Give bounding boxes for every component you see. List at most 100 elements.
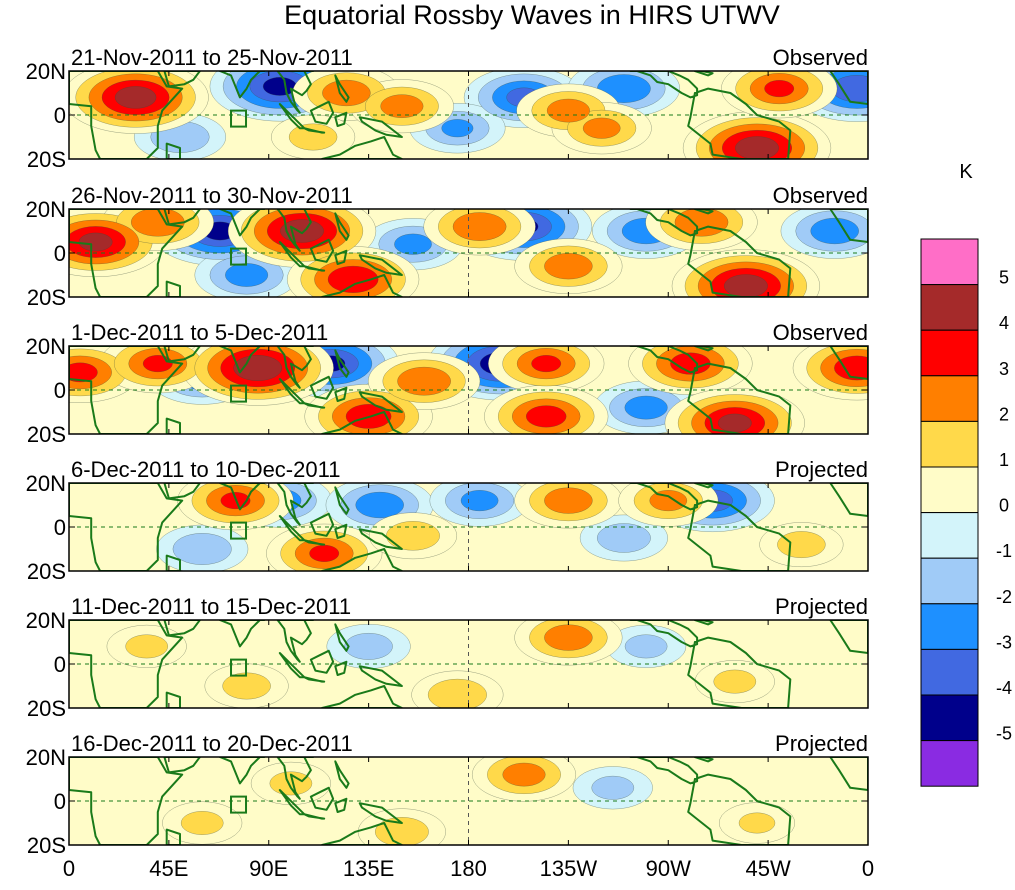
anomaly-contour xyxy=(69,362,98,383)
region-box xyxy=(230,658,248,677)
colorbar-box xyxy=(920,740,979,787)
anomaly-field xyxy=(69,346,868,434)
y-tick-label: 20S xyxy=(27,422,66,447)
anomaly-contour xyxy=(233,355,283,381)
x-tick-label: 45W xyxy=(746,856,791,881)
colorbar-box xyxy=(920,375,979,422)
panel-5: 20N 0 20S 11-Dec-2011 to 15-Dec-2011 Project… xyxy=(26,594,869,721)
colorbar-label: 2 xyxy=(999,404,1009,424)
panel-date-range: 11-Dec-2011 to 15-Dec-2011 xyxy=(71,594,351,619)
colorbar-label: 0 xyxy=(999,496,1009,516)
colorbar-box xyxy=(920,284,979,331)
colorbar-box xyxy=(920,238,979,286)
colorbar-label: 1 xyxy=(999,450,1009,470)
anomaly-contour xyxy=(735,136,779,159)
colorbar: 5 4 3 2 1 0 -1 -2 -3 -4 -5 K xyxy=(920,161,1012,787)
anomaly-contour xyxy=(834,355,868,381)
panel-date-range: 6-Dec-2011 to 10-Dec-2011 xyxy=(71,457,340,482)
colorbar-label: -1 xyxy=(996,541,1012,561)
x-tick-label: 0 xyxy=(63,856,75,881)
colorbar-box xyxy=(920,512,979,559)
coastline xyxy=(69,209,868,297)
panel-6: 20N 0 20S 16-Dec-2011 to 20-Dec-2011 Project… xyxy=(26,731,869,858)
panel-date-range: 26-Nov-2011 to 30-Nov-2011 xyxy=(71,183,353,208)
x-tick-label: 90W xyxy=(646,856,691,881)
anomaly-contour xyxy=(531,355,562,373)
anomaly-contour xyxy=(764,80,795,98)
colorbar-label: 5 xyxy=(999,268,1009,288)
region-box xyxy=(230,109,248,128)
y-tick-label: 20S xyxy=(27,559,66,584)
anomaly-contour xyxy=(544,487,593,514)
anomaly-contour xyxy=(125,634,169,659)
panel-status: Projected xyxy=(775,457,868,482)
colorbar-box xyxy=(920,648,979,696)
y-tick-label: 20S xyxy=(27,147,66,172)
anomaly-contour xyxy=(810,217,859,245)
y-tick-label: 20S xyxy=(27,696,66,721)
panel-date-range: 16-Dec-2011 to 20-Dec-2011 xyxy=(71,731,353,756)
x-tick-label: 180 xyxy=(450,856,487,881)
chart-title: Equatorial Rossby Waves in HIRS UTWV xyxy=(284,0,780,30)
coastline xyxy=(69,483,868,571)
region-box xyxy=(230,521,248,540)
anomaly-contour xyxy=(380,94,424,119)
panel-date-range: 21-Nov-2011 to 25-Nov-2011 xyxy=(71,45,353,70)
x-tick-label: 45E xyxy=(149,856,188,881)
anomaly-contour xyxy=(624,634,668,659)
anomaly-contour xyxy=(582,117,621,139)
colorbar-box xyxy=(920,466,979,514)
coastline xyxy=(69,757,868,845)
panels: 20N 0 20S 21-Nov-2011 to 25-Nov-2011 Observe… xyxy=(26,45,869,858)
anomaly-contour xyxy=(624,395,668,420)
y-tick-label: 20N xyxy=(26,608,66,633)
panel-status: Projected xyxy=(775,731,868,756)
colorbar-label: -5 xyxy=(996,724,1012,744)
colorbar-box xyxy=(920,603,979,650)
y-tick-label: 20N xyxy=(26,745,66,770)
anomaly-contour xyxy=(723,274,768,297)
panel-status: Observed xyxy=(773,45,868,70)
y-tick-label: 0 xyxy=(54,515,66,540)
panel-1: 20N 0 20S 21-Nov-2011 to 25-Nov-2011 Observe… xyxy=(26,45,869,172)
region-box xyxy=(230,795,248,814)
anomaly-contour xyxy=(502,762,546,787)
anomaly-contour xyxy=(309,544,340,562)
anomaly-contour xyxy=(225,263,269,287)
panel-3: 20N 0 20S 1-Dec-2011 to 5-Dec-2011 Observed xyxy=(26,320,869,447)
anomaly-contour xyxy=(355,491,404,519)
anomaly-contour xyxy=(344,632,393,660)
x-tick-label: 0 xyxy=(862,856,874,881)
anomaly-contour xyxy=(222,672,271,700)
anomaly-contour xyxy=(546,98,590,123)
y-tick-label: 20S xyxy=(27,833,66,858)
anomaly-contour xyxy=(172,533,232,565)
y-tick-label: 0 xyxy=(54,652,66,677)
y-tick-label: 0 xyxy=(54,378,66,403)
y-tick-label: 20S xyxy=(27,285,66,310)
anomaly-contour xyxy=(544,624,593,651)
anomaly-contour xyxy=(674,209,729,237)
x-tick-label: 135E xyxy=(343,856,394,881)
y-tick-label: 20N xyxy=(26,334,66,359)
panel-status: Observed xyxy=(773,320,868,345)
x-axis: 0 45E 90E 135E 180 135W 90W 45W 0 xyxy=(63,856,874,881)
anomaly-field xyxy=(69,71,868,159)
anomaly-field xyxy=(106,620,775,708)
panel-4: 20N 0 20S 6-Dec-2011 to 10-Dec-2011 Projecte… xyxy=(26,457,869,584)
coastline xyxy=(69,346,868,434)
anomaly-contour xyxy=(544,253,593,280)
anomaly-contour xyxy=(427,678,487,708)
panel-date-range: 1-Dec-2011 to 5-Dec-2011 xyxy=(71,320,328,345)
colorbar-label: -2 xyxy=(996,587,1012,607)
anomaly-contour xyxy=(596,523,651,553)
y-tick-label: 20N xyxy=(26,471,66,496)
anomaly-contour xyxy=(394,233,432,255)
anomaly-contour xyxy=(441,119,474,138)
anomaly-contour xyxy=(460,490,499,512)
anomaly-contour xyxy=(717,413,752,433)
coastline xyxy=(69,71,868,159)
colorbar-box xyxy=(920,557,979,605)
